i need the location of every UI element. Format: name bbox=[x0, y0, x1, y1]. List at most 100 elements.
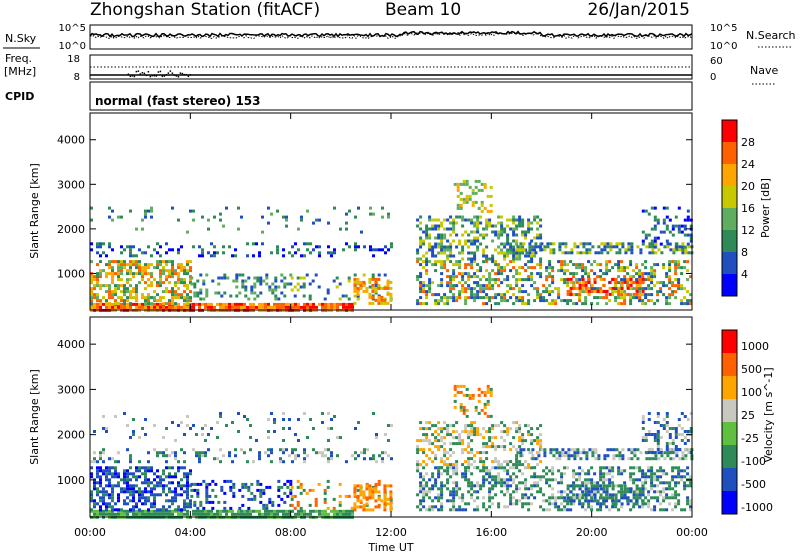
range-cell bbox=[321, 512, 324, 516]
range-cell bbox=[195, 451, 198, 455]
range-cell bbox=[190, 276, 194, 280]
range-cell bbox=[428, 439, 432, 443]
range-cell bbox=[530, 266, 534, 270]
range-cell bbox=[465, 408, 469, 412]
range-cell bbox=[533, 481, 537, 485]
range-cell bbox=[491, 257, 495, 261]
range-cell bbox=[211, 479, 215, 483]
range-cell bbox=[425, 493, 429, 497]
range-cell bbox=[162, 451, 165, 455]
range-cell bbox=[183, 302, 186, 306]
range-cell bbox=[674, 242, 678, 246]
range-cell bbox=[102, 242, 105, 246]
range-cell bbox=[494, 478, 498, 482]
range-cell bbox=[590, 499, 594, 503]
range-cell bbox=[530, 493, 534, 497]
range-cell bbox=[434, 245, 438, 249]
range-cell bbox=[545, 269, 549, 273]
range-cell bbox=[594, 451, 598, 455]
range-cell bbox=[455, 245, 459, 249]
range-cell bbox=[644, 266, 648, 270]
range-cell bbox=[108, 287, 111, 291]
range-cell bbox=[229, 488, 233, 492]
range-cell bbox=[193, 291, 197, 295]
range-cell bbox=[171, 305, 174, 309]
range-cell bbox=[108, 512, 111, 516]
range-cell bbox=[518, 266, 522, 270]
range-cell bbox=[557, 260, 561, 264]
range-cell bbox=[204, 305, 207, 309]
nsearch-tick-top: 10^5 bbox=[710, 23, 737, 34]
range-cell bbox=[303, 254, 306, 258]
range-cell bbox=[674, 433, 678, 436]
range-cell bbox=[108, 481, 111, 485]
range-cell bbox=[165, 269, 168, 273]
range-cell bbox=[425, 272, 429, 276]
range-cell bbox=[527, 260, 531, 264]
range-cell bbox=[518, 257, 522, 261]
range-cell bbox=[618, 451, 622, 455]
range-cell bbox=[198, 302, 201, 306]
range-cell bbox=[593, 472, 597, 476]
range-cell bbox=[201, 254, 204, 258]
range-cell bbox=[422, 493, 426, 497]
range-cell bbox=[294, 457, 297, 461]
range-cell bbox=[135, 266, 138, 270]
range-cell bbox=[563, 269, 567, 273]
range-cell bbox=[456, 194, 460, 198]
range-cell bbox=[590, 269, 594, 273]
range-cell bbox=[174, 281, 177, 285]
range-cell bbox=[671, 439, 675, 442]
range-cell bbox=[293, 494, 297, 498]
range-cell bbox=[165, 287, 168, 291]
range-cell bbox=[159, 272, 162, 276]
range-cell bbox=[183, 512, 186, 516]
range-cell bbox=[644, 233, 648, 237]
range-cell bbox=[473, 499, 477, 503]
range-cell bbox=[537, 451, 541, 455]
range-cell bbox=[560, 496, 564, 500]
colorbar-tick-label: -25 bbox=[741, 432, 759, 445]
range-cell bbox=[267, 418, 270, 421]
range-cell bbox=[665, 215, 669, 219]
range-cell bbox=[207, 218, 210, 222]
range-cell bbox=[506, 505, 510, 509]
range-cell bbox=[482, 496, 486, 500]
range-cell bbox=[533, 218, 537, 222]
range-cell bbox=[590, 496, 594, 500]
range-cell bbox=[440, 445, 444, 449]
range-cell bbox=[201, 451, 204, 455]
range-cell bbox=[452, 287, 456, 291]
range-cell bbox=[177, 505, 180, 509]
range-cell bbox=[503, 469, 507, 473]
range-cell bbox=[680, 224, 684, 228]
range-cell bbox=[431, 508, 435, 512]
range-cell bbox=[150, 263, 153, 267]
range-cell bbox=[668, 487, 672, 491]
range-cell bbox=[533, 215, 537, 219]
range-cell bbox=[629, 475, 633, 479]
range-cell bbox=[452, 227, 456, 231]
range-cell bbox=[521, 433, 525, 437]
range-cell bbox=[662, 293, 666, 297]
range-cell bbox=[494, 481, 498, 485]
range-cell bbox=[186, 293, 189, 297]
range-cell bbox=[593, 280, 597, 284]
range-cell bbox=[455, 233, 459, 237]
range-cell bbox=[653, 475, 657, 479]
range-cell bbox=[560, 475, 564, 479]
range-cell bbox=[488, 275, 492, 279]
range-cell bbox=[515, 254, 519, 258]
range-cell bbox=[500, 296, 504, 300]
range-cell bbox=[677, 433, 681, 436]
range-cell bbox=[683, 442, 687, 445]
range-cell bbox=[668, 281, 672, 285]
range-cell bbox=[262, 506, 266, 510]
range-cell bbox=[270, 212, 273, 216]
range-cell bbox=[446, 481, 450, 485]
range-cell bbox=[494, 493, 498, 497]
range-cell bbox=[159, 451, 162, 455]
range-cell bbox=[231, 302, 234, 306]
range-cell bbox=[342, 509, 345, 513]
range-cell bbox=[620, 280, 624, 284]
